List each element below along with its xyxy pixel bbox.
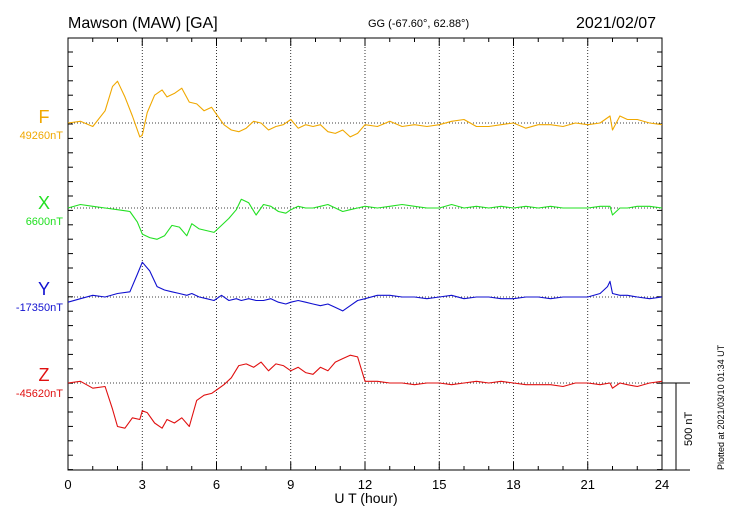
geographic-coordinates: GG (-67.60°, 62.88°) bbox=[368, 18, 469, 30]
trace-f bbox=[67, 80, 663, 138]
channel-label-f: F bbox=[39, 107, 50, 127]
trace-y bbox=[67, 261, 663, 312]
traces bbox=[67, 80, 663, 429]
x-tick-label: 0 bbox=[64, 477, 71, 492]
x-tick-label: 12 bbox=[358, 477, 372, 492]
channel-label-x: X bbox=[38, 193, 50, 213]
x-tick-label: 3 bbox=[139, 477, 146, 492]
channel-label-y: Y bbox=[38, 279, 50, 299]
trace-x bbox=[67, 198, 663, 240]
grid-lines bbox=[141, 38, 589, 470]
x-tick-label: 6 bbox=[213, 477, 220, 492]
channel-label-z: Z bbox=[39, 365, 50, 385]
station-title: Mawson (MAW) [GA] bbox=[68, 15, 218, 32]
date-label: 2021/02/07 bbox=[576, 15, 656, 32]
scale-bar: 500 nT bbox=[662, 382, 695, 471]
x-tick-label: 18 bbox=[506, 477, 520, 492]
x-tick-label: 21 bbox=[581, 477, 595, 492]
baseline-value-f: 49260nT bbox=[20, 130, 64, 142]
baseline-value-y: -17350nT bbox=[16, 302, 63, 314]
baseline-value-x: 6600nT bbox=[26, 216, 64, 228]
scale-bar-label: 500 nT bbox=[683, 411, 695, 446]
baseline-value-z: -45620nT bbox=[16, 388, 63, 400]
x-tick-labels: 0 3 6 9 12 15 18 21 24 bbox=[64, 477, 669, 492]
x-axis-label: U T (hour) bbox=[334, 490, 397, 506]
channel-labels: F 49260nT X 6600nT Y -17350nT Z -45620nT bbox=[16, 107, 63, 400]
plotted-timestamp: Plotted at 2021/03/10 01:34 UT bbox=[716, 344, 726, 470]
x-tick-label: 24 bbox=[655, 477, 669, 492]
x-tick-label: 15 bbox=[432, 477, 446, 492]
trace-z bbox=[67, 354, 663, 429]
x-tick-label: 9 bbox=[287, 477, 294, 492]
